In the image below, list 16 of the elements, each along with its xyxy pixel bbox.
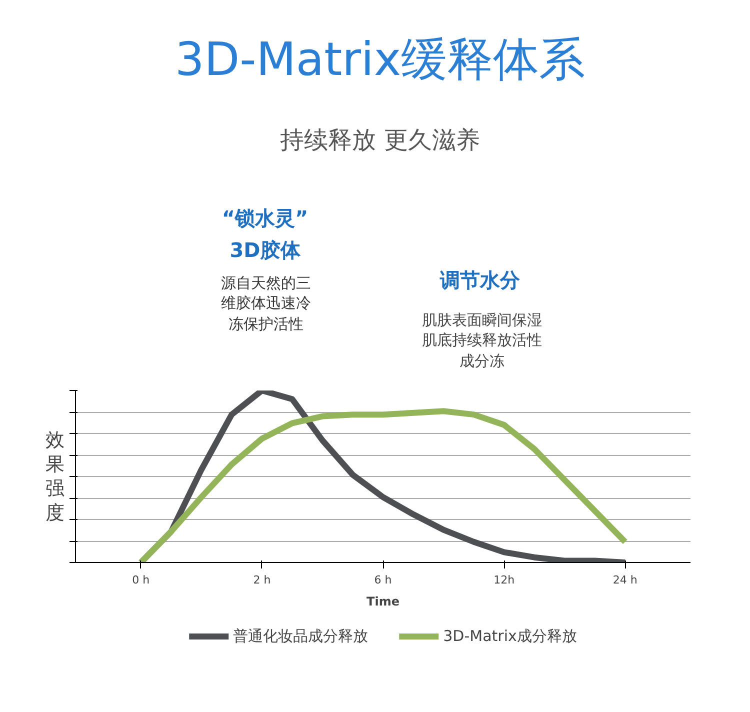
x-axis-title: Time — [366, 594, 400, 608]
text: 3D胶体 — [228, 237, 302, 264]
x-tick-label: 6 h — [374, 574, 392, 586]
chart-subtitle: 持续释放 更久滋养 — [279, 125, 481, 156]
x-tick-label: 2 h — [253, 574, 271, 586]
y-axis-title: 效果强度 — [46, 429, 64, 524]
text: 肌肤表面瞬间保湿肌底持续释放活性成分冻 — [421, 310, 543, 371]
text: 源自天然的三维胶体迅速冷冻保护活性 — [220, 273, 312, 334]
legend-label: 普通化妆品成分释放 — [233, 626, 368, 646]
text: 调节水分 — [438, 267, 521, 294]
x-tick-label: 12h — [494, 574, 515, 586]
chart-title: 3D-Matrix缓释体系 — [174, 31, 586, 88]
x-tick-label: 0 h — [132, 574, 150, 586]
text: “锁水灵” — [220, 205, 310, 232]
x-tick-label: 24 h — [612, 574, 638, 586]
legend-label: 3D-Matrix成分释放 — [443, 626, 577, 646]
